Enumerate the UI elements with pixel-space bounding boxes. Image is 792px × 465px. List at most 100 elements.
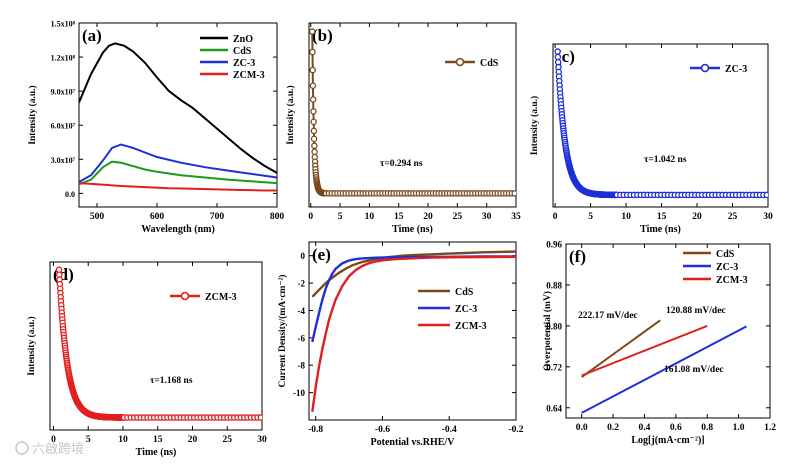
data-point — [309, 96, 317, 103]
y-axis-label: Current Density/(mA·cm⁻²) — [277, 275, 288, 388]
x-axis-label: Time (ns) — [392, 224, 433, 235]
panel-label: (e) — [312, 245, 331, 264]
y-tick-label: 0.72 — [546, 362, 562, 372]
x-axis-label: Potential vs.RHE/V — [371, 437, 456, 448]
y-tick-label: 0.64 — [546, 403, 562, 413]
data-point — [311, 148, 318, 156]
x-tick-label: -0.8 — [308, 425, 323, 435]
x-tick-label: 0 — [308, 212, 313, 222]
x-tick-label: 15 — [657, 212, 667, 222]
data-point — [257, 414, 262, 421]
series-line-zcm-3 — [79, 182, 277, 192]
x-tick-label: 15 — [153, 435, 163, 445]
legend-label: ZC-3 — [455, 304, 477, 315]
x-tick-label: 0.4 — [639, 423, 651, 433]
data-point — [310, 108, 317, 115]
y-axis-label: Intensity (a.u.) — [529, 96, 540, 155]
y-axis-label: Intensity (a.u.) — [27, 85, 38, 144]
plot-frame — [552, 43, 769, 208]
x-tick-label: 10 — [118, 435, 128, 445]
x-tick-label: -0.4 — [442, 425, 457, 435]
series-line-zcm-3 — [311, 255, 516, 412]
panel-label: (a) — [82, 26, 102, 45]
data-point — [309, 82, 317, 90]
legend-label: ZCM-3 — [716, 275, 748, 286]
x-tick-label: 20 — [188, 435, 198, 445]
x-tick-label: 0.6 — [670, 423, 682, 433]
legend-label: ZC-3 — [716, 262, 738, 273]
chart-panel-e: -0.8 -0.6 -0.4 -0.2 -10 -8 -6 -4 -2 0 Potential vs… — [277, 241, 524, 448]
y-tick-label: 0 — [301, 251, 306, 261]
data-point — [311, 142, 318, 150]
series-line-zcm-3 — [581, 324, 708, 377]
chart-panel-b: 0 5 10 15 20 25 30 35 Time (ns) Intensity (a.u.) (… — [285, 22, 521, 235]
x-tick-label: 0.2 — [607, 423, 619, 433]
x-tick-label: 20 — [692, 212, 702, 222]
x-axis-label: Time (ns) — [136, 447, 177, 458]
legend-label: ZnO — [233, 34, 253, 45]
y-tick-label: 0.96 — [546, 240, 562, 250]
data-point — [309, 28, 316, 35]
plot-frame — [308, 22, 517, 208]
y-tick-label: 9.0x10⁷ — [51, 88, 76, 97]
x-tick-label: 5 — [588, 212, 593, 222]
data-point — [511, 190, 516, 197]
plot-frame — [78, 22, 278, 208]
x-tick-label: -0.2 — [508, 425, 523, 435]
chart-panel-a: 500 600 700 800 0.0 3.0x10⁷ 6.0x10⁷ 9.0x10⁷ 1.2x… — [27, 20, 284, 236]
y-axis-label: Intensity (a.u.) — [285, 85, 296, 144]
y-tick-label: 0.80 — [546, 321, 562, 331]
data-point — [763, 191, 768, 199]
x-tick-label: 800 — [270, 212, 285, 222]
data-point — [554, 48, 561, 55]
watermark-text: 六啟跨境 — [32, 442, 84, 457]
y-tick-label: 0.88 — [546, 280, 562, 290]
x-tick-label: 30 — [257, 435, 267, 445]
y-tick-label: 3.0x10⁷ — [51, 156, 76, 165]
x-tick-label: 10 — [621, 212, 631, 222]
x-tick-label: 0.8 — [701, 423, 713, 433]
x-tick-label: 600 — [150, 212, 165, 222]
x-tick-label: 500 — [90, 212, 105, 222]
series-markers-zcm-3 — [55, 266, 262, 421]
legend-marker — [180, 291, 190, 301]
series-line-cds — [311, 31, 515, 195]
legend-marker — [700, 63, 710, 73]
y-tick-label: 6.0x10⁷ — [51, 122, 76, 131]
y-tick-label: -4 — [298, 306, 306, 316]
y-axis-label: Overpotential (mV) — [542, 291, 553, 371]
x-tick-label: 35 — [511, 212, 521, 222]
series-line-zc-3 — [581, 325, 747, 414]
series-markers-zc-3 — [554, 48, 768, 199]
y-tick-label: -8 — [298, 361, 306, 371]
x-axis-label: Wavelength (nm) — [141, 224, 215, 235]
y-tick-label: 1.5x10⁸ — [51, 20, 76, 29]
y-tick-label: 1.2x10⁸ — [51, 54, 76, 63]
data-point — [310, 118, 317, 126]
legend-label: ZCM-3 — [455, 321, 487, 332]
x-tick-label: 10 — [365, 212, 375, 222]
x-tick-label: -0.6 — [375, 425, 390, 435]
y-axis-label: Intensity (a.u.) — [26, 316, 37, 375]
legend-label: ZCM-3 — [205, 292, 237, 303]
series-line-zno — [79, 42, 277, 174]
x-tick-label: 25 — [728, 212, 738, 222]
x-tick-label: 30 — [482, 212, 492, 222]
x-tick-label: 20 — [423, 212, 433, 222]
x-tick-label: 15 — [394, 212, 404, 222]
chart-panel-f: 0.0 0.2 0.4 0.6 0.8 1.0 1.2 0.64 0.72 0.80 0.88 0.9… — [542, 240, 776, 447]
y-tick-label: -6 — [298, 333, 306, 343]
series-line-zc-3 — [79, 143, 277, 183]
x-tick-label: 0 — [51, 435, 56, 445]
series-line-cds — [79, 160, 277, 186]
panel-label: (f) — [569, 247, 586, 266]
plot-frame — [49, 261, 263, 431]
x-tick-label: 5 — [86, 435, 91, 445]
panel-label: (b) — [312, 26, 333, 45]
annotation-text: 222.17 mV/dec — [578, 311, 638, 321]
legend-label: CdS — [455, 287, 474, 298]
legend-label: ZC-3 — [725, 64, 747, 75]
